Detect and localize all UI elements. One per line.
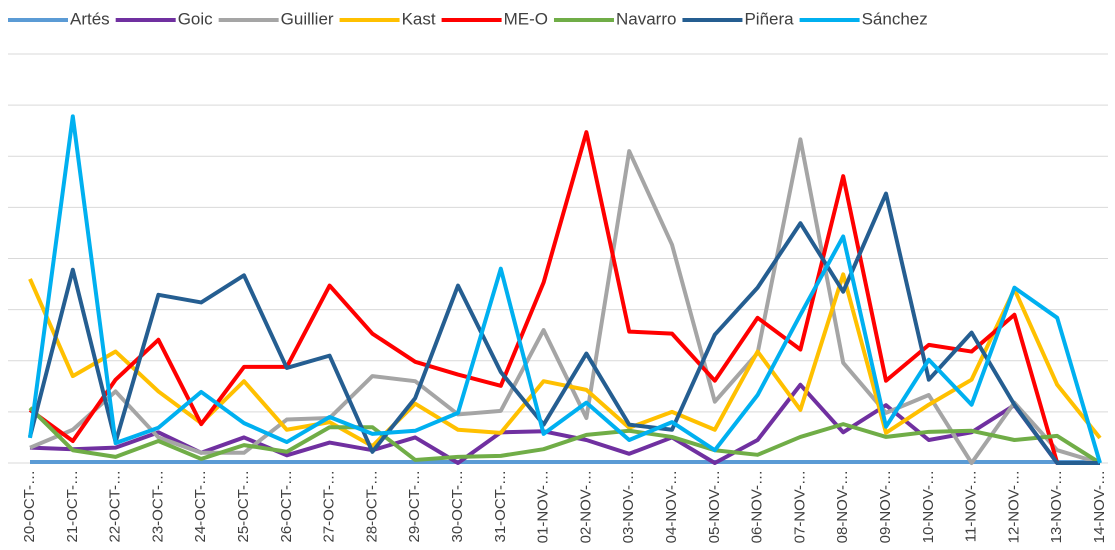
x-tick-label: 25-OCT-… (235, 470, 252, 543)
x-tick-label: 03-NOV-… (620, 470, 637, 543)
legend-label: Piñera (744, 9, 794, 28)
legend-label: ME-O (504, 9, 548, 28)
series-line (28, 191, 1100, 465)
x-tick-label: 04-NOV-… (663, 470, 680, 543)
legend-label: Goic (178, 9, 213, 28)
legend-label: Guillier (281, 9, 334, 28)
x-tick-label: 30-OCT-… (449, 470, 466, 543)
x-tick-label: 14-NOV-… (1091, 470, 1108, 543)
legend-label: Kast (402, 9, 436, 28)
x-tick-label: 10-NOV-… (920, 470, 937, 543)
x-tick-label: 01-NOV-… (535, 470, 552, 543)
x-tick-label: 21-OCT-… (64, 470, 81, 543)
x-tick-label: 27-OCT-… (321, 470, 338, 543)
x-tick-label: 23-OCT-… (149, 470, 166, 543)
x-tick-label: 08-NOV-… (834, 470, 851, 543)
x-tick-label: 06-NOV-… (749, 470, 766, 543)
legend-label: Sánchez (862, 9, 928, 28)
x-tick-label: 11-NOV-… (963, 470, 980, 542)
x-tick-label: 29-OCT-… (406, 470, 423, 543)
legend-label: Artés (70, 9, 110, 28)
legend-label: Navarro (616, 9, 676, 28)
x-tick-label: 26-OCT-… (278, 470, 295, 543)
x-tick-label: 28-OCT-… (363, 470, 380, 543)
x-tick-label: 07-NOV-… (791, 470, 808, 543)
series-line (28, 114, 1102, 464)
x-tick-label: 24-OCT-… (192, 470, 209, 543)
x-tick-label: 22-OCT-… (107, 470, 124, 543)
x-tick-label: 02-NOV-… (577, 470, 594, 543)
x-tick-label: 05-NOV-… (706, 470, 723, 543)
x-tick-label: 31-OCT-… (492, 470, 509, 543)
x-tick-label: 20-OCT-… (21, 470, 38, 543)
series-line (28, 406, 1102, 465)
x-tick-label: 09-NOV-… (877, 470, 894, 543)
x-tick-label: 12-NOV-… (1005, 470, 1022, 543)
series-line (29, 137, 1101, 465)
x-tick-label: 13-NOV-… (1048, 470, 1065, 543)
